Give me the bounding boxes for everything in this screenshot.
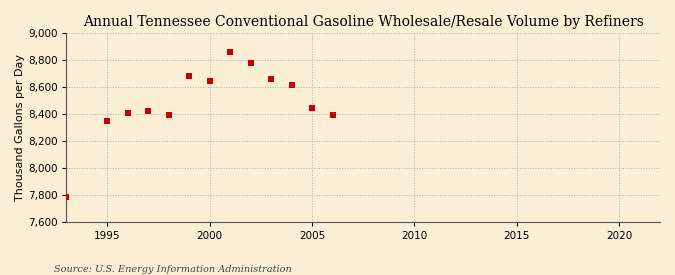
Point [306, 106, 317, 111]
Point [245, 61, 256, 65]
Title: Annual Tennessee Conventional Gasoline Wholesale/Resale Volume by Refiners: Annual Tennessee Conventional Gasoline W… [83, 15, 644, 29]
Point [184, 74, 194, 78]
Text: Source: U.S. Energy Information Administration: Source: U.S. Energy Information Administ… [54, 265, 292, 274]
Point [205, 79, 215, 83]
Point [327, 112, 338, 117]
Y-axis label: Thousand Gallons per Day: Thousand Gallons per Day [15, 54, 25, 201]
Point [143, 109, 154, 113]
Point [163, 113, 174, 117]
Point [122, 110, 133, 115]
Point [225, 50, 236, 54]
Point [286, 83, 297, 87]
Point [102, 119, 113, 123]
Point [61, 195, 72, 200]
Point [266, 77, 277, 82]
